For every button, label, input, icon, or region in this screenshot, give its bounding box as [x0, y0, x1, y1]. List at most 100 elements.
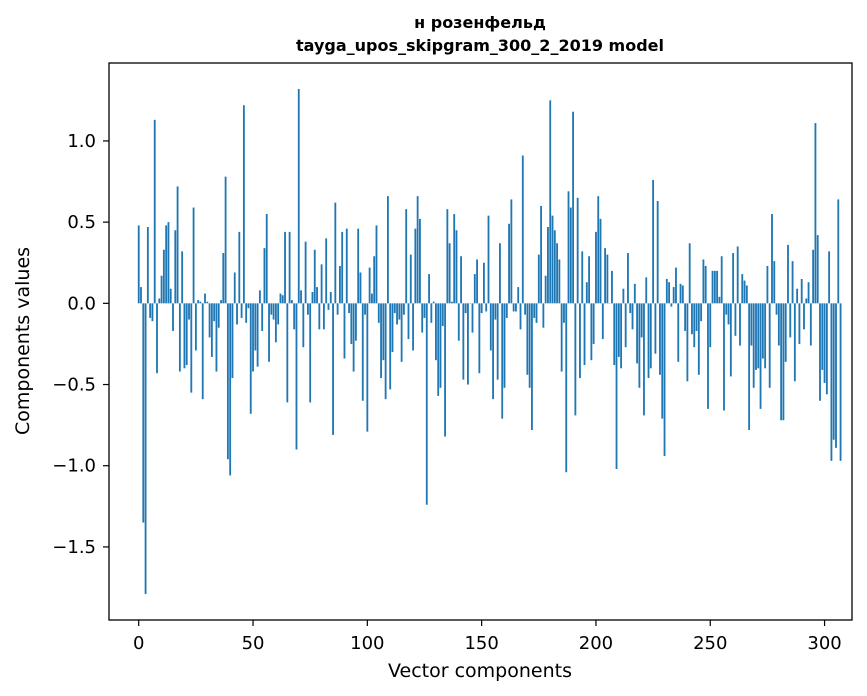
bar-7	[153, 119, 156, 304]
chart-subtitle: tayga_upos_skipgram_300_2_2019 model	[296, 36, 664, 55]
bar-2	[142, 303, 145, 523]
bar-134	[444, 303, 446, 437]
bar-157	[496, 303, 499, 380]
bar-283	[784, 303, 787, 362]
bar-192	[576, 197, 579, 304]
bar-276	[768, 303, 771, 388]
bar-29	[204, 293, 206, 304]
bar-160	[503, 303, 506, 388]
bar-69	[295, 303, 298, 450]
bar-149	[478, 303, 481, 374]
bar-81	[322, 303, 325, 330]
bar-128	[430, 303, 433, 323]
bar-102	[370, 293, 373, 304]
bar-55	[263, 248, 266, 304]
plot-area	[137, 88, 842, 595]
bar-84	[329, 291, 332, 304]
bar-146	[471, 303, 474, 333]
bar-227	[656, 201, 659, 304]
bar-33	[213, 303, 216, 322]
bar-91	[345, 228, 348, 304]
bar-301	[825, 303, 828, 395]
bar-240	[686, 303, 689, 382]
bar-184	[558, 259, 561, 304]
bar-14	[169, 288, 172, 304]
bar-274	[764, 303, 767, 369]
chart-title: н розенфельд	[414, 13, 546, 32]
bar-266	[745, 285, 748, 304]
bar-189	[569, 207, 572, 304]
bar-292	[805, 298, 808, 304]
y-tick-label: −0.5	[52, 375, 96, 396]
bar-220	[640, 303, 643, 338]
bar-105	[377, 303, 380, 323]
bar-0	[137, 225, 140, 304]
bar-76	[311, 291, 314, 304]
bar-103	[373, 256, 376, 304]
bar-70	[297, 88, 300, 304]
bar-90	[343, 303, 346, 359]
bar-174	[535, 303, 538, 323]
bar-281	[780, 303, 783, 421]
bar-185	[560, 303, 563, 372]
bar-39	[226, 303, 229, 460]
bar-200	[595, 231, 597, 304]
bar-161	[505, 303, 508, 318]
bar-219	[638, 303, 641, 388]
bar-110	[389, 303, 392, 390]
bar-119	[409, 254, 412, 304]
bar-194	[581, 251, 584, 304]
bar-3	[144, 303, 147, 595]
bar-208	[613, 303, 616, 366]
bar-62	[279, 293, 282, 304]
bar-293	[807, 282, 810, 304]
bar-217	[633, 283, 636, 304]
bar-67	[290, 300, 293, 304]
bar-78	[316, 287, 318, 304]
bar-237	[679, 283, 682, 304]
bar-53	[258, 290, 261, 304]
bar-290	[800, 278, 803, 304]
bar-42	[233, 272, 236, 304]
bar-203	[601, 303, 604, 340]
bar-254	[718, 296, 721, 304]
bar-257	[725, 303, 728, 315]
bar-255	[720, 256, 723, 304]
bar-41	[231, 303, 234, 379]
bar-101	[368, 267, 371, 304]
bar-143	[464, 303, 467, 314]
bar-138	[453, 214, 456, 304]
bar-30	[206, 301, 209, 304]
bar-299	[821, 303, 824, 370]
bar-241	[688, 243, 691, 304]
bar-35	[217, 303, 220, 328]
bar-10	[160, 275, 163, 304]
bar-284	[787, 244, 789, 304]
bar-236	[677, 303, 680, 362]
bar-66	[288, 231, 291, 304]
bar-193	[579, 303, 581, 379]
bar-243	[693, 303, 696, 348]
bar-229	[661, 303, 664, 419]
bar-212	[622, 288, 625, 304]
bar-61	[277, 303, 280, 325]
bar-13	[167, 222, 170, 304]
bar-118	[407, 303, 410, 340]
bar-252	[713, 270, 716, 304]
bar-133	[441, 303, 444, 327]
bar-147	[473, 274, 476, 304]
bar-26	[197, 300, 200, 304]
bar-164	[512, 303, 515, 312]
bar-228	[659, 303, 661, 375]
bar-49	[249, 303, 252, 414]
bar-96	[357, 228, 360, 304]
bar-176	[540, 205, 542, 304]
bar-79	[318, 303, 321, 330]
bar-136	[448, 243, 451, 304]
bar-173	[533, 303, 536, 318]
bar-43	[236, 303, 238, 325]
bar-247	[702, 259, 705, 304]
bar-132	[439, 303, 442, 388]
bar-109	[387, 196, 389, 304]
bar-263	[739, 303, 741, 346]
